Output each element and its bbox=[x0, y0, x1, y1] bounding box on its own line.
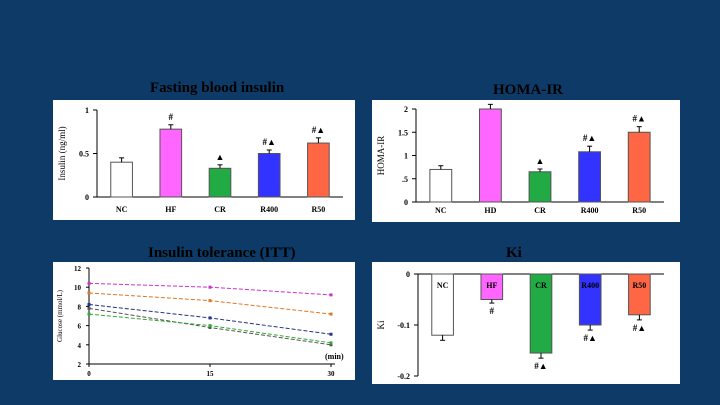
bar-r400 bbox=[578, 151, 602, 203]
significance-marker: # bbox=[490, 306, 495, 316]
y-tick-label: 2 bbox=[404, 105, 408, 114]
category-label: HF bbox=[165, 205, 176, 214]
y-tick-label: 1.5 bbox=[398, 128, 408, 137]
y-axis-label: HOMA-IR bbox=[376, 136, 386, 176]
bar-hf bbox=[159, 128, 183, 198]
significance-marker: ▲ bbox=[216, 152, 225, 162]
data-point bbox=[87, 306, 91, 310]
bar-cr bbox=[208, 167, 232, 198]
x-tick-label: 30 bbox=[328, 370, 336, 378]
y-axis-label: Insulin (ng/ml) bbox=[57, 126, 67, 180]
bar-r50 bbox=[628, 273, 651, 316]
bar-cr bbox=[528, 171, 552, 203]
x-tick-label: 15 bbox=[207, 370, 215, 378]
data-point bbox=[208, 299, 212, 303]
bar-nc bbox=[429, 168, 453, 203]
fasting-insulin-chart: 0 0.5 1 Insulin (ng/ml) NC HF # CR ▲ R400 #▲ R50 #▲ bbox=[53, 100, 355, 220]
y-tick-label: 0 bbox=[85, 193, 89, 202]
itt-title: Insulin tolerance (ITT) bbox=[148, 245, 296, 261]
data-point bbox=[87, 291, 91, 295]
significance-marker: #▲ bbox=[632, 114, 645, 124]
significance-marker: ▲ bbox=[536, 156, 545, 166]
significance-marker: # bbox=[488, 100, 493, 101]
bar-hd bbox=[478, 108, 502, 203]
y-tick-label: 8 bbox=[78, 303, 82, 311]
data-point bbox=[329, 332, 333, 336]
y-tick-label: 1 bbox=[85, 106, 89, 115]
y-tick-label: 1 bbox=[404, 152, 408, 161]
itt-chart: 2 4 6 8 10 12 0 15 30 (min) Glucose (mmol/L) bbox=[53, 262, 355, 380]
significance-marker: #▲ bbox=[262, 137, 275, 147]
y-tick-label: 0 bbox=[404, 198, 408, 207]
y-tick-label: 6 bbox=[78, 323, 82, 331]
data-point bbox=[208, 324, 212, 328]
data-point bbox=[208, 326, 212, 330]
category-label: NC bbox=[116, 205, 128, 214]
ki-chart: 0 -0.1 -0.2 Ki NC HF # CR #▲ R400 #▲ R50 #▲ bbox=[372, 262, 680, 384]
x-tick-label: 0 bbox=[87, 370, 91, 378]
data-point bbox=[329, 312, 333, 316]
category-label: R400 bbox=[581, 206, 599, 215]
data-point bbox=[208, 316, 212, 320]
y-tick-label: 0 bbox=[406, 270, 410, 279]
y-tick-label: .5 bbox=[402, 175, 408, 184]
series-line-hf bbox=[88, 282, 332, 296]
bar-r50 bbox=[627, 131, 651, 203]
category-label: R50 bbox=[633, 281, 647, 290]
data-point bbox=[87, 281, 91, 285]
bar-r50 bbox=[307, 142, 330, 198]
y-tick-label: -0.1 bbox=[397, 321, 410, 330]
data-point bbox=[87, 312, 91, 316]
category-label: R50 bbox=[632, 206, 646, 215]
data-point bbox=[329, 341, 333, 345]
category-label: R50 bbox=[312, 205, 326, 214]
data-point bbox=[208, 285, 212, 289]
y-tick-label: -0.2 bbox=[397, 372, 410, 381]
y-tick-label: 2 bbox=[78, 361, 82, 369]
y-tick-label: 0.5 bbox=[79, 150, 89, 159]
significance-marker: # bbox=[169, 112, 174, 122]
fasting-insulin-title: Fasting blood insulin bbox=[150, 80, 285, 96]
significance-marker: #▲ bbox=[534, 361, 547, 371]
bar-cr bbox=[529, 273, 553, 354]
significance-marker: #▲ bbox=[312, 125, 325, 135]
data-point bbox=[329, 343, 333, 347]
y-tick-label: 12 bbox=[74, 265, 82, 273]
category-label: R400 bbox=[581, 281, 599, 290]
significance-marker: #▲ bbox=[633, 323, 646, 333]
homa-ir-title: HOMA-IR bbox=[493, 82, 563, 98]
y-axis-label: Glucose (mmol/L) bbox=[56, 289, 64, 342]
category-label: R400 bbox=[260, 205, 278, 214]
ki-title: Ki bbox=[506, 245, 522, 261]
data-point bbox=[329, 293, 333, 297]
category-label: NC bbox=[435, 206, 447, 215]
y-axis-label: Ki bbox=[376, 320, 386, 329]
category-label: HD bbox=[484, 206, 496, 215]
category-label: CR bbox=[534, 206, 546, 215]
significance-marker: #▲ bbox=[583, 333, 596, 343]
category-label: HF bbox=[486, 281, 497, 290]
x-axis-label: (min) bbox=[325, 352, 344, 361]
category-label: CR bbox=[214, 205, 226, 214]
y-tick-label: 4 bbox=[78, 342, 82, 350]
bar-r400 bbox=[257, 153, 281, 198]
category-label: CR bbox=[535, 281, 547, 290]
homa-ir-chart: 0 .5 1 1.5 2 HOMA-IR NC HD # CR ▲ R400 #▲ R50 #▲ bbox=[372, 100, 680, 222]
series-line-r50 bbox=[88, 292, 332, 315]
category-label: NC bbox=[437, 281, 449, 290]
data-point bbox=[87, 302, 91, 306]
significance-marker: #▲ bbox=[583, 133, 596, 143]
y-tick-label: 10 bbox=[74, 284, 82, 292]
bar-nc bbox=[110, 161, 133, 198]
